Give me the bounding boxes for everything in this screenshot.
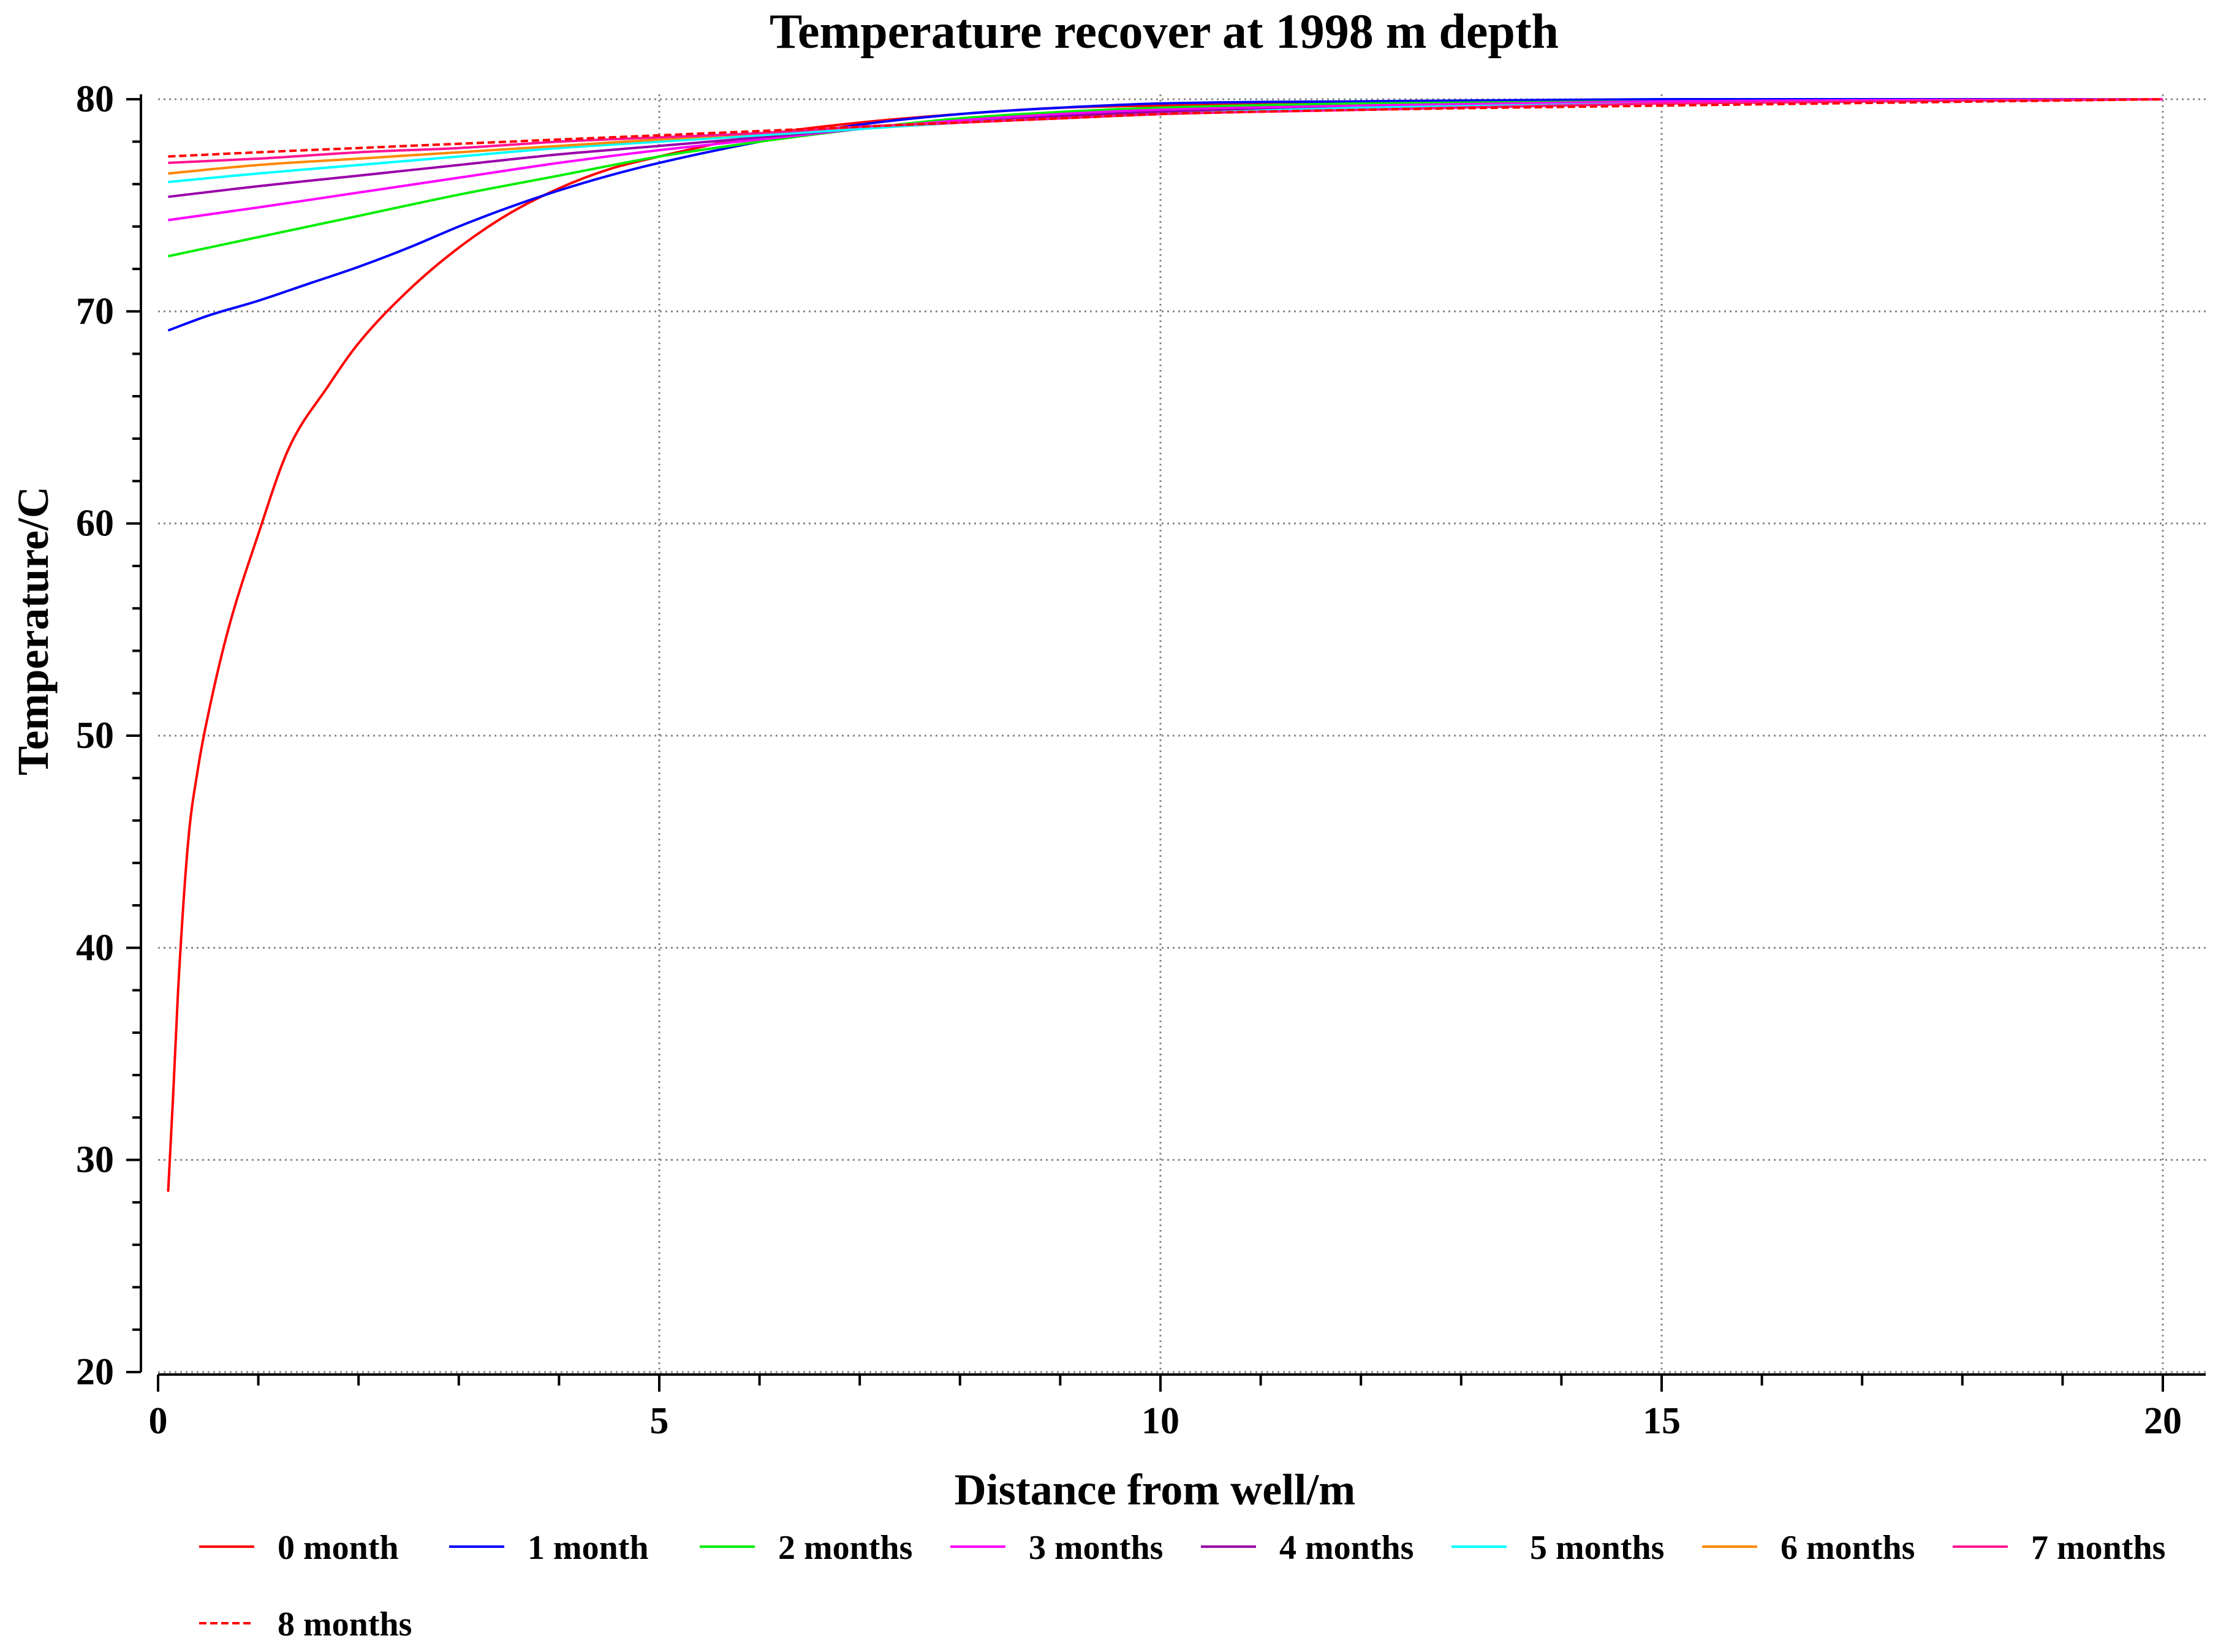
series-line-2-months	[167, 98, 2163, 258]
series-line-0-month	[167, 98, 2163, 1192]
legend-item-5-months: 5 months	[1451, 1529, 1664, 1567]
series-line-3-months	[168, 98, 2163, 222]
legend-item-7-months: 7 months	[1953, 1529, 2165, 1567]
legend-label: 3 months	[1029, 1529, 1163, 1567]
legend-item-1-month: 1 month	[449, 1529, 649, 1567]
legend-label: 6 months	[1781, 1529, 1915, 1567]
series-line-8-months	[168, 98, 2163, 158]
legend-label: 4 months	[1279, 1529, 1413, 1567]
x-tick-label: 0	[149, 1400, 168, 1442]
y-tick-label: 60	[76, 503, 114, 545]
y-tick-label: 40	[76, 927, 114, 968]
x-axis-label: Distance from well/m	[955, 1465, 1356, 1514]
y-tick-label: 70	[76, 290, 114, 332]
y-tick-label: 20	[76, 1351, 114, 1393]
legend-item-3-months: 3 months	[950, 1529, 1163, 1567]
legend-label: 2 months	[778, 1529, 912, 1567]
legend-item-0-month: 0 month	[199, 1529, 399, 1567]
y-tick-label: 50	[76, 715, 114, 756]
axes: 0 5 10 15 20 20 30 40 50 60 70 80	[76, 78, 2206, 1442]
x-tick-label: 5	[650, 1400, 669, 1442]
grid	[158, 94, 2206, 1373]
y-tick-label: 30	[76, 1139, 114, 1181]
legend-label: 1 month	[528, 1529, 649, 1567]
legend: 0 month 1 month 2 months 3 months 4 months 5 …	[199, 1529, 2165, 1643]
legend-item-8-months: 8 months	[199, 1605, 412, 1643]
legend-label: 0 month	[278, 1529, 399, 1567]
y-tick-label: 80	[76, 78, 114, 120]
legend-item-6-months: 6 months	[1702, 1529, 1915, 1567]
x-tick-label: 15	[1643, 1400, 1681, 1442]
chart-title: Temperature recover at 1998 m depth	[770, 5, 1559, 59]
series-lines	[167, 97, 2163, 1192]
legend-label: 8 months	[278, 1605, 412, 1643]
x-tick-label: 10	[1141, 1400, 1179, 1442]
legend-label: 5 months	[1530, 1529, 1664, 1567]
legend-item-4-months: 4 months	[1201, 1529, 1413, 1567]
y-axis-label: Temperature/C	[9, 486, 58, 775]
legend-label: 7 months	[2031, 1529, 2165, 1567]
series-line-1-month	[167, 97, 2163, 332]
x-tick-label: 20	[2144, 1400, 2182, 1442]
legend-item-2-months: 2 months	[700, 1529, 912, 1567]
